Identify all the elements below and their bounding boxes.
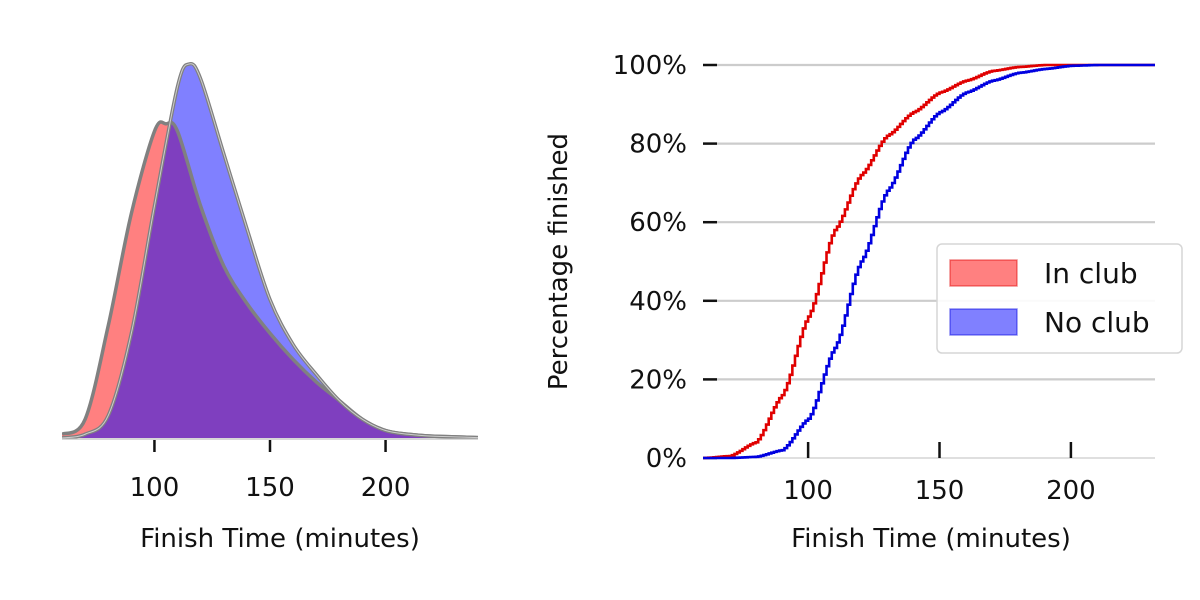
density-x-tick-label: 150 <box>245 473 295 503</box>
cdf-y-tick-label: 80% <box>629 130 687 160</box>
cdf-y-tick-label: 20% <box>629 365 687 395</box>
density-x-tick-label: 200 <box>361 473 411 503</box>
legend-label: No club <box>1044 306 1150 339</box>
density-panel: 100 150 200 Finish Time (minutes) <box>62 61 478 554</box>
cdf-x-tick-label: 200 <box>1046 476 1096 506</box>
legend-swatch-no-club <box>949 308 1018 336</box>
legend-label: In club <box>1044 257 1138 290</box>
cdf-y-tick-label: 60% <box>629 208 687 238</box>
cdf-x-axis-label: Finish Time (minutes) <box>791 524 1071 554</box>
density-x-axis-label: Finish Time (minutes) <box>140 524 420 554</box>
legend: In club No club <box>936 243 1183 354</box>
density-areas <box>62 61 478 439</box>
density-inner-edge <box>62 63 478 439</box>
density-x-tick-label: 100 <box>130 473 180 503</box>
cdf-x-tick-label: 150 <box>915 476 965 506</box>
cdf-step-line-no-club <box>703 63 1155 460</box>
density-overlap-area <box>62 121 478 438</box>
legend-swatch-in-club <box>949 259 1018 287</box>
cdf-step-line-in-club <box>703 63 1155 460</box>
cdf-y-axis-label: Percentage finished <box>544 133 574 390</box>
cdf-x-tick-label: 100 <box>783 476 833 506</box>
cdf-y-tick-label: 0% <box>646 444 687 474</box>
cdf-y-tick-label: 40% <box>629 287 687 317</box>
cumulative-panel: 0% 20% 40% 60% 80% 100% 100 150 200 Finish Time (… <box>544 51 1183 554</box>
cdf-y-tick-label: 100% <box>613 51 687 81</box>
